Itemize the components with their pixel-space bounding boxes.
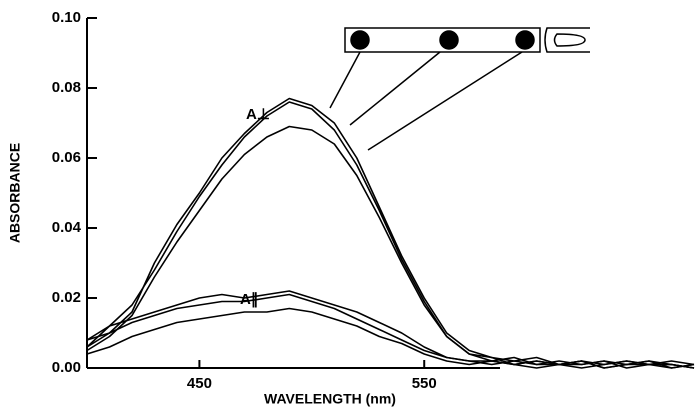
cell-spot <box>515 30 535 50</box>
y-tick-label: 0.02 <box>52 289 81 306</box>
series-line <box>86 125 695 369</box>
cell-spot <box>350 30 370 50</box>
x-axis-label: WAVELENGTH (nm) <box>264 391 396 407</box>
series-line <box>86 290 695 369</box>
y-tick-label: 0.00 <box>52 359 81 376</box>
series-line <box>86 307 695 369</box>
y-axis-label: ABSORBANCE <box>7 143 23 243</box>
pointer <box>349 51 441 126</box>
x-tick-label: 450 <box>187 375 212 392</box>
pointer <box>367 51 523 151</box>
cell-inset <box>329 27 590 151</box>
series-line <box>86 97 695 366</box>
annotation: A∥ <box>240 291 258 308</box>
cell-end <box>544 27 590 53</box>
y-tick-label: 0.04 <box>52 219 82 236</box>
cell-bulb <box>553 33 586 47</box>
cell-spot <box>439 30 459 50</box>
cell <box>344 27 541 53</box>
x-tick-label: 550 <box>412 375 437 392</box>
pointer <box>329 51 361 109</box>
series-line <box>86 293 695 369</box>
y-tick-label: 0.08 <box>52 79 81 96</box>
y-tick-label: 0.10 <box>52 9 81 26</box>
y-tick-label: 0.06 <box>52 149 81 166</box>
